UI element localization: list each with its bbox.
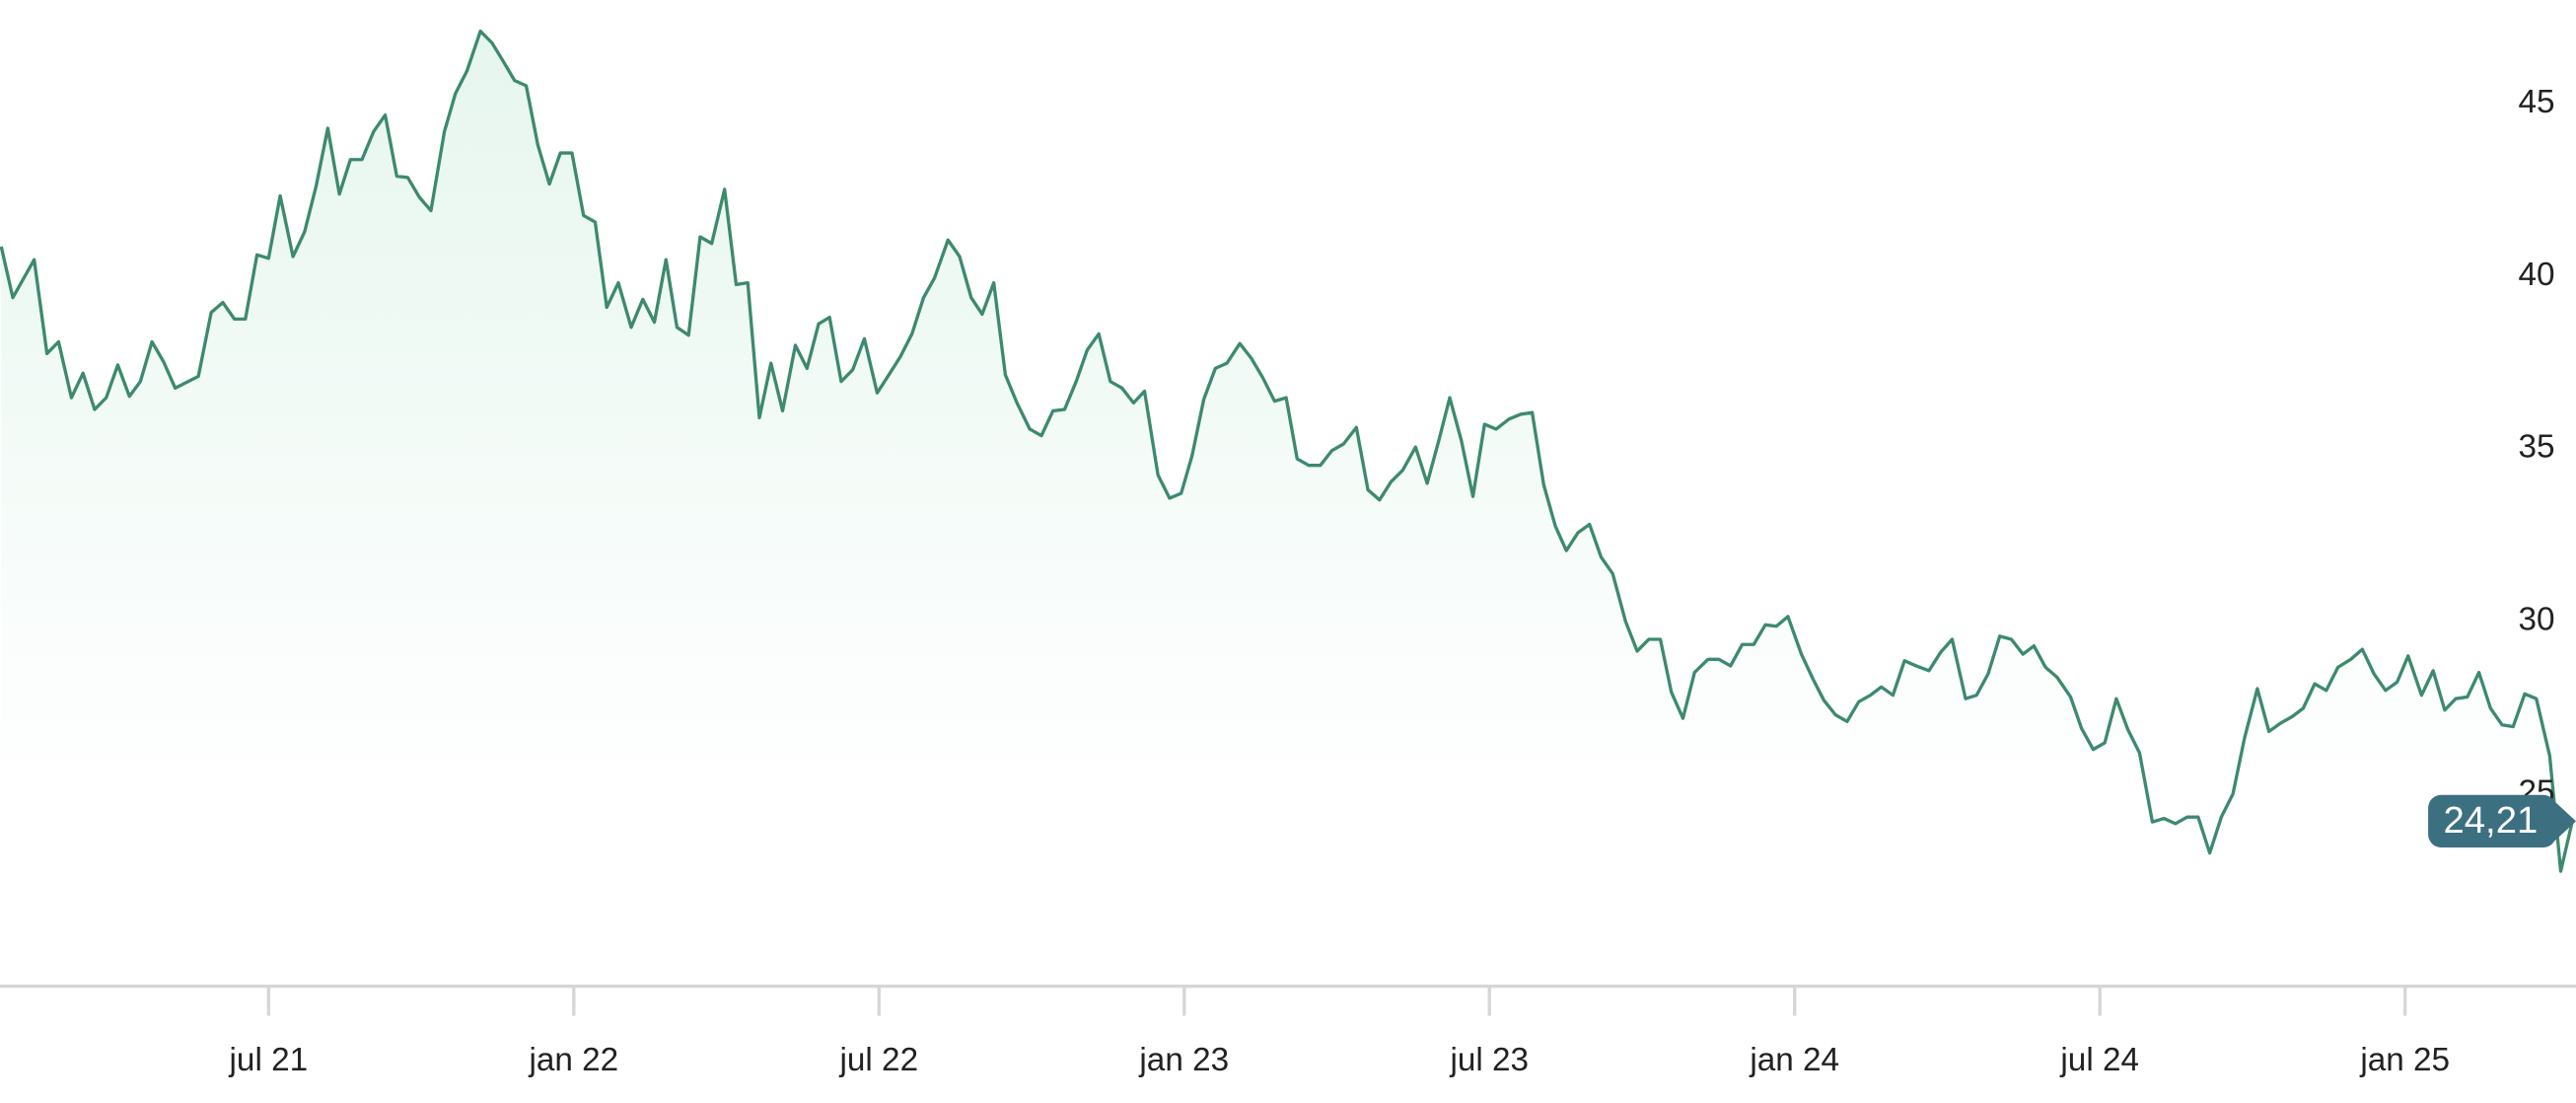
badge-pointer bbox=[2554, 801, 2576, 842]
x-tick-label: jan 22 bbox=[528, 1042, 618, 1078]
badge-label: 24,21 bbox=[2443, 799, 2538, 842]
x-tick-label: jan 23 bbox=[1138, 1042, 1229, 1078]
current-price-badge: 24,21 bbox=[2428, 794, 2576, 848]
x-tick-label: jul 21 bbox=[229, 1042, 309, 1078]
x-tick-label: jul 22 bbox=[838, 1042, 918, 1078]
x-tick-label: jan 24 bbox=[1749, 1042, 1839, 1078]
y-tick-label: 35 bbox=[2518, 429, 2554, 466]
x-tick-label: jan 25 bbox=[2359, 1042, 2450, 1078]
area-fill bbox=[1, 31, 2573, 987]
x-tick-label: jul 23 bbox=[1449, 1042, 1529, 1078]
x-tick-label: jul 24 bbox=[2059, 1042, 2139, 1078]
y-tick-label: 30 bbox=[2518, 602, 2554, 638]
y-tick-label: 40 bbox=[2518, 257, 2554, 293]
y-tick-label: 45 bbox=[2518, 84, 2554, 120]
price-line bbox=[0, 29, 2574, 873]
badge-box bbox=[2428, 794, 2557, 848]
